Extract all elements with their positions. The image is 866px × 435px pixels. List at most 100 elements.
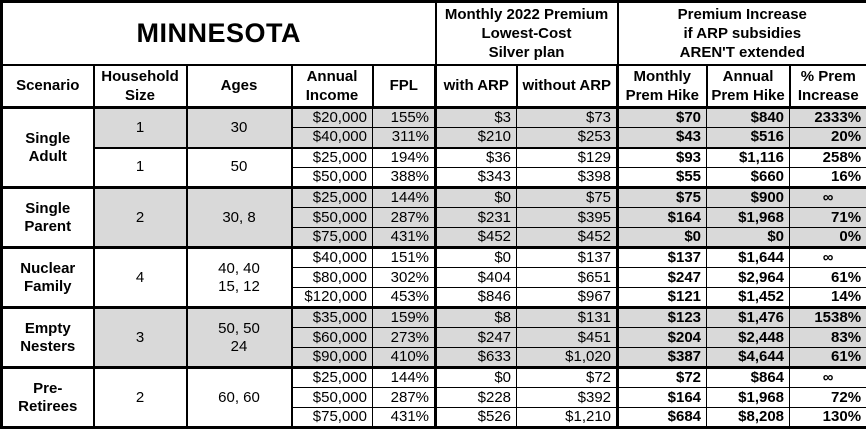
cell-without-arp: $253 <box>516 127 620 148</box>
cell-annual-prem-hike: $8,208 <box>706 407 791 428</box>
cell-fpl: 151% <box>371 246 438 268</box>
cell-fpl: 410% <box>371 347 438 368</box>
cell-pct-prem-increase: 16% <box>789 167 866 188</box>
cell-annual-prem-hike: $516 <box>706 127 791 148</box>
cell-with-arp: $404 <box>435 267 518 288</box>
cell-without-arp: $72 <box>516 366 620 388</box>
cell-without-arp: $129 <box>516 146 620 168</box>
cell-annual-income: $120,000 <box>291 287 373 308</box>
cell-without-arp: $1,210 <box>516 407 620 428</box>
cell-household-size: 4 <box>93 246 188 308</box>
cell-monthly-prem-hike: $164 <box>617 387 708 408</box>
col-header-ages: Ages <box>185 63 293 109</box>
cell-monthly-prem-hike: $164 <box>617 207 708 228</box>
table-row: $50,000 287% $231 $395 $164 $1,968 71% <box>2 207 866 228</box>
cell-monthly-prem-hike: $70 <box>617 106 708 128</box>
cell-with-arp: $247 <box>435 327 518 348</box>
cell-annual-prem-hike: $864 <box>706 366 791 388</box>
cell-monthly-prem-hike: $204 <box>617 327 708 348</box>
cell-household-size: 1 <box>93 106 188 148</box>
cell-ages: 50 <box>186 146 293 188</box>
col-header-scenario: Scenario <box>0 63 95 109</box>
cell-with-arp: $846 <box>435 287 518 308</box>
cell-annual-income: $25,000 <box>291 186 373 208</box>
cell-without-arp: $131 <box>516 306 620 328</box>
cell-monthly-prem-hike: $0 <box>617 227 708 248</box>
table-row: $60,000 273% $247 $451 $204 $2,448 83% <box>2 327 866 348</box>
cell-annual-income: $50,000 <box>291 387 373 408</box>
cell-household-size: 2 <box>93 186 188 248</box>
cell-with-arp: $0 <box>435 366 518 388</box>
cell-fpl: 194% <box>371 146 438 168</box>
table-header: MINNESOTA Monthly 2022 Premium Lowest-Co… <box>0 0 866 109</box>
table-row: $75,000 431% $526 $1,210 $684 $8,208 130% <box>2 407 866 428</box>
cell-pct-prem-increase: 258% <box>789 146 866 168</box>
cell-without-arp: $395 <box>516 207 620 228</box>
cell-with-arp: $231 <box>435 207 518 228</box>
cell-annual-prem-hike: $1,968 <box>706 207 791 228</box>
cell-scenario: Single Adult <box>1 106 95 188</box>
cell-pct-prem-increase: 83% <box>789 327 866 348</box>
table-row: $50,000 287% $228 $392 $164 $1,968 72% <box>2 387 866 408</box>
table-row: Nuclear Family 4 40, 40 15, 12 $40,000 151% $… <box>1 246 866 308</box>
cell-fpl: 311% <box>371 127 438 148</box>
cell-annual-income: $80,000 <box>291 267 373 288</box>
cell-annual-prem-hike: $2,964 <box>706 267 791 288</box>
cell-fpl: 155% <box>371 106 438 128</box>
cell-fpl: 453% <box>371 287 438 308</box>
cell-ages: 30 <box>186 106 293 148</box>
cell-fpl: 388% <box>371 167 438 188</box>
cell-without-arp: $967 <box>516 287 620 308</box>
cell-annual-prem-hike: $900 <box>706 186 791 208</box>
cell-pct-prem-increase: 20% <box>789 127 866 148</box>
col-header-household-size: Household Size <box>92 63 188 109</box>
cell-pct-prem-increase: ∞ <box>789 186 866 208</box>
cell-with-arp: $452 <box>435 227 518 248</box>
cell-monthly-prem-hike: $137 <box>617 246 708 268</box>
col-header-annual-income: Annual Income <box>290 63 374 109</box>
table-row: $50,000 388% $343 $398 $55 $660 16% <box>2 167 866 188</box>
cell-ages: 50, 50 24 <box>186 306 293 368</box>
premium-group-header: Monthly 2022 Premium Lowest-Cost Silver … <box>434 0 619 66</box>
cell-with-arp: $343 <box>435 167 518 188</box>
cell-annual-prem-hike: $4,644 <box>706 347 791 368</box>
cell-ages: 60, 60 <box>186 366 293 428</box>
cell-annual-prem-hike: $0 <box>706 227 791 248</box>
cell-annual-prem-hike: $1,452 <box>706 287 791 308</box>
col-header-pct-prem-increase: % Prem Increase <box>788 63 866 109</box>
cell-annual-income: $90,000 <box>291 347 373 368</box>
table-row: Single Adult 1 30 $20,000 155% $3 $73 $70 $840 23… <box>1 106 866 188</box>
cell-with-arp: $3 <box>435 106 518 128</box>
cell-fpl: 431% <box>371 227 438 248</box>
cell-pct-prem-increase: 61% <box>789 267 866 288</box>
cell-pct-prem-increase: 71% <box>789 207 866 228</box>
table-row: Empty Nesters 3 50, 50 24 $35,000 159% $8 $131… <box>1 306 866 368</box>
title-row: MINNESOTA Monthly 2022 Premium Lowest-Co… <box>0 0 866 66</box>
cell-monthly-prem-hike: $247 <box>617 267 708 288</box>
col-header-annual-prem-hike: Annual Prem Hike <box>705 63 791 109</box>
cell-fpl: 273% <box>371 327 438 348</box>
cell-pct-prem-increase: 72% <box>789 387 866 408</box>
cell-ages: 30, 8 <box>186 186 293 248</box>
cell-fpl: 159% <box>371 306 438 328</box>
cell-pct-prem-increase: 130% <box>789 407 866 428</box>
cell-without-arp: $452 <box>516 227 620 248</box>
cell-monthly-prem-hike: $123 <box>617 306 708 328</box>
cell-annual-income: $25,000 <box>291 146 373 168</box>
cell-annual-income: $25,000 <box>291 366 373 388</box>
cell-household-size: 1 <box>93 146 188 188</box>
cell-monthly-prem-hike: $121 <box>617 287 708 308</box>
cell-with-arp: $633 <box>435 347 518 368</box>
cell-without-arp: $137 <box>516 246 620 268</box>
table-row: $90,000 410% $633 $1,020 $387 $4,644 61% <box>2 347 866 368</box>
cell-ages: 40, 40 15, 12 <box>186 246 293 308</box>
cell-fpl: 287% <box>371 207 438 228</box>
cell-monthly-prem-hike: $93 <box>617 146 708 168</box>
cell-without-arp: $398 <box>516 167 620 188</box>
cell-annual-prem-hike: $1,116 <box>706 146 791 168</box>
col-header-monthly-prem-hike: Monthly Prem Hike <box>616 63 708 109</box>
cell-pct-prem-increase: 2333% <box>789 106 866 128</box>
table-row: Pre- Retirees 2 60, 60 $25,000 144% $0 $72 $72 $… <box>1 366 866 428</box>
